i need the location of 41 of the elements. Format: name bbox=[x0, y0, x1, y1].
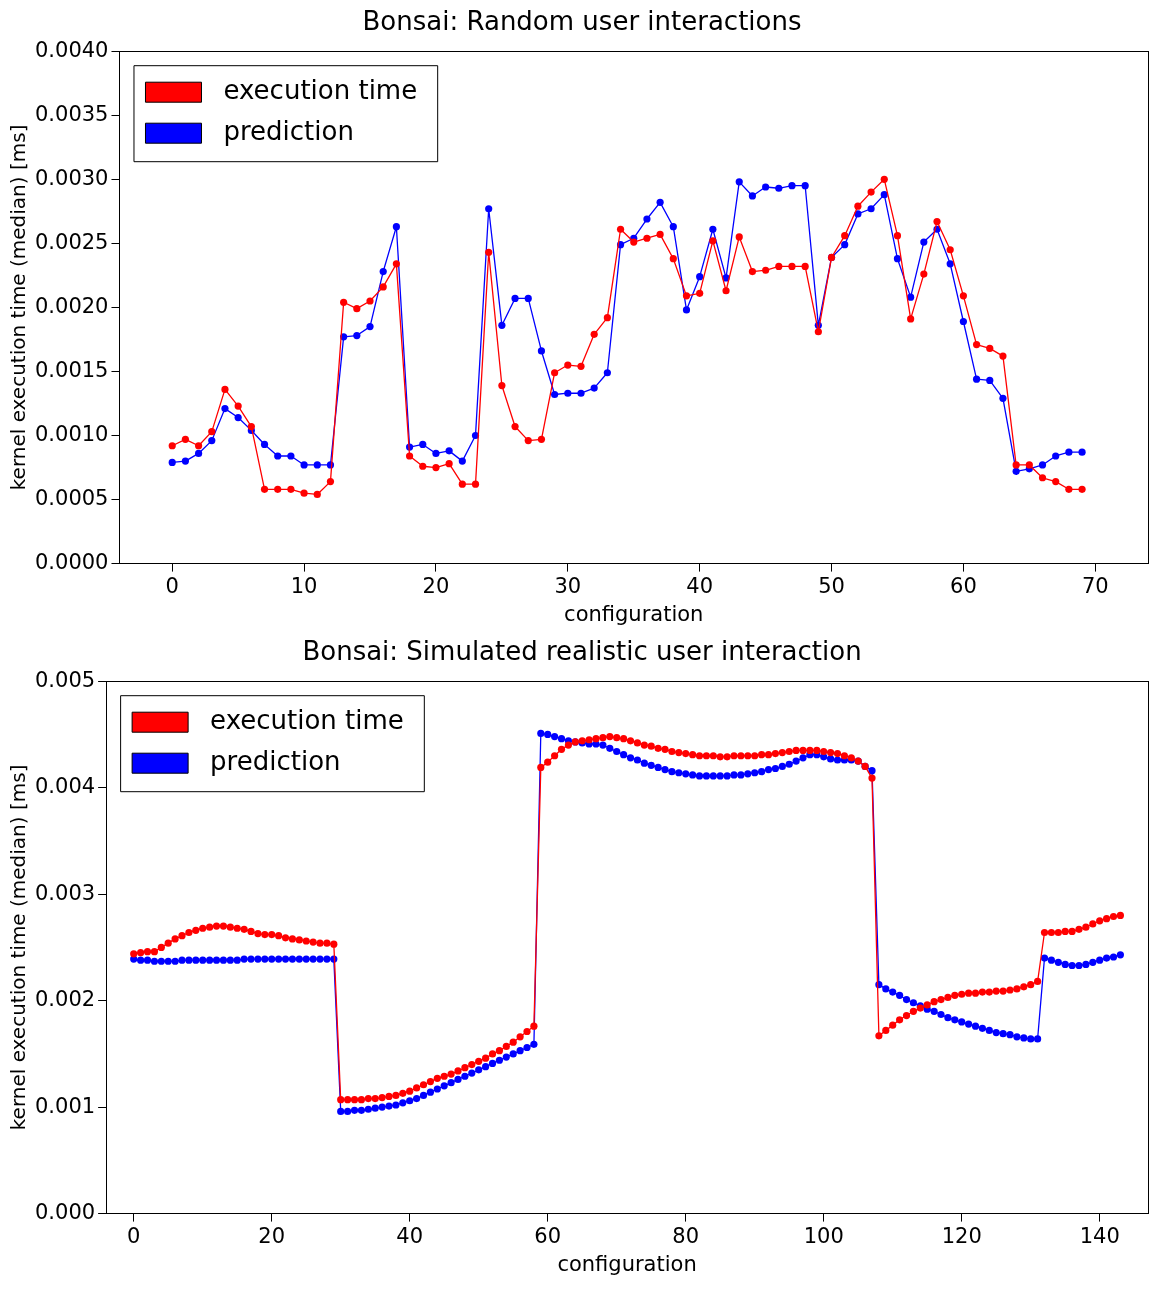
x-tick-label: 0 bbox=[165, 573, 179, 598]
chart-title: Bonsai: Random user interactions bbox=[362, 6, 802, 37]
x-tick-label: 50 bbox=[818, 573, 845, 598]
y-tick-label: 0.0030 bbox=[35, 165, 109, 190]
y-tick-label: 0.0000 bbox=[35, 550, 109, 575]
x-tick-label: 140 bbox=[1079, 1223, 1120, 1248]
y-tick-label: 0.001 bbox=[34, 1093, 96, 1118]
y-tick-label: 0.0005 bbox=[35, 486, 109, 510]
chart-title: Bonsai: Simulated realistic user interaction bbox=[302, 636, 862, 667]
y-tick-label: 0.0020 bbox=[35, 293, 109, 318]
y-tick-label: 0.0015 bbox=[35, 357, 109, 382]
y-tick-label: 0.0025 bbox=[35, 229, 109, 254]
x-tick-label: 10 bbox=[290, 573, 318, 598]
legend-label: execution time bbox=[210, 704, 404, 735]
x-tick-label: 120 bbox=[941, 1223, 982, 1248]
y-axis-title: kernel execution time (median) [ms] bbox=[6, 124, 31, 491]
x-tick-label: 40 bbox=[686, 573, 714, 598]
x-tick-label: 0 bbox=[127, 1223, 141, 1248]
y-tick-label: 0.0010 bbox=[35, 421, 109, 446]
y-tick-label: 0.0035 bbox=[35, 101, 109, 126]
x-tick-label: 40 bbox=[396, 1223, 424, 1248]
legend-label: prediction bbox=[210, 745, 341, 776]
y-tick-label: 0.004 bbox=[34, 774, 96, 799]
legend-label: execution time bbox=[223, 74, 418, 105]
x-axis-title: configuration bbox=[557, 1251, 697, 1276]
x-tick-label: 70 bbox=[1081, 573, 1109, 598]
y-tick-label: 0.0040 bbox=[35, 37, 109, 62]
x-tick-label: 80 bbox=[672, 1223, 700, 1248]
x-tick-label: 20 bbox=[258, 1223, 286, 1248]
legend-label: prediction bbox=[223, 115, 354, 146]
x-tick-label: 60 bbox=[950, 573, 977, 598]
y-tick-label: 0.000 bbox=[34, 1200, 96, 1225]
x-tick-label: 30 bbox=[554, 573, 582, 598]
y-tick-label: 0.003 bbox=[34, 880, 96, 905]
x-tick-label: 60 bbox=[534, 1223, 562, 1248]
y-tick-label: 0.002 bbox=[34, 987, 96, 1012]
x-tick-label: 20 bbox=[422, 573, 450, 598]
x-tick-label: 100 bbox=[803, 1223, 844, 1248]
y-tick-label: 0.005 bbox=[34, 667, 96, 692]
x-axis-title: configuration bbox=[564, 601, 704, 626]
y-axis-title: kernel execution time (median) [ms] bbox=[6, 764, 31, 1131]
